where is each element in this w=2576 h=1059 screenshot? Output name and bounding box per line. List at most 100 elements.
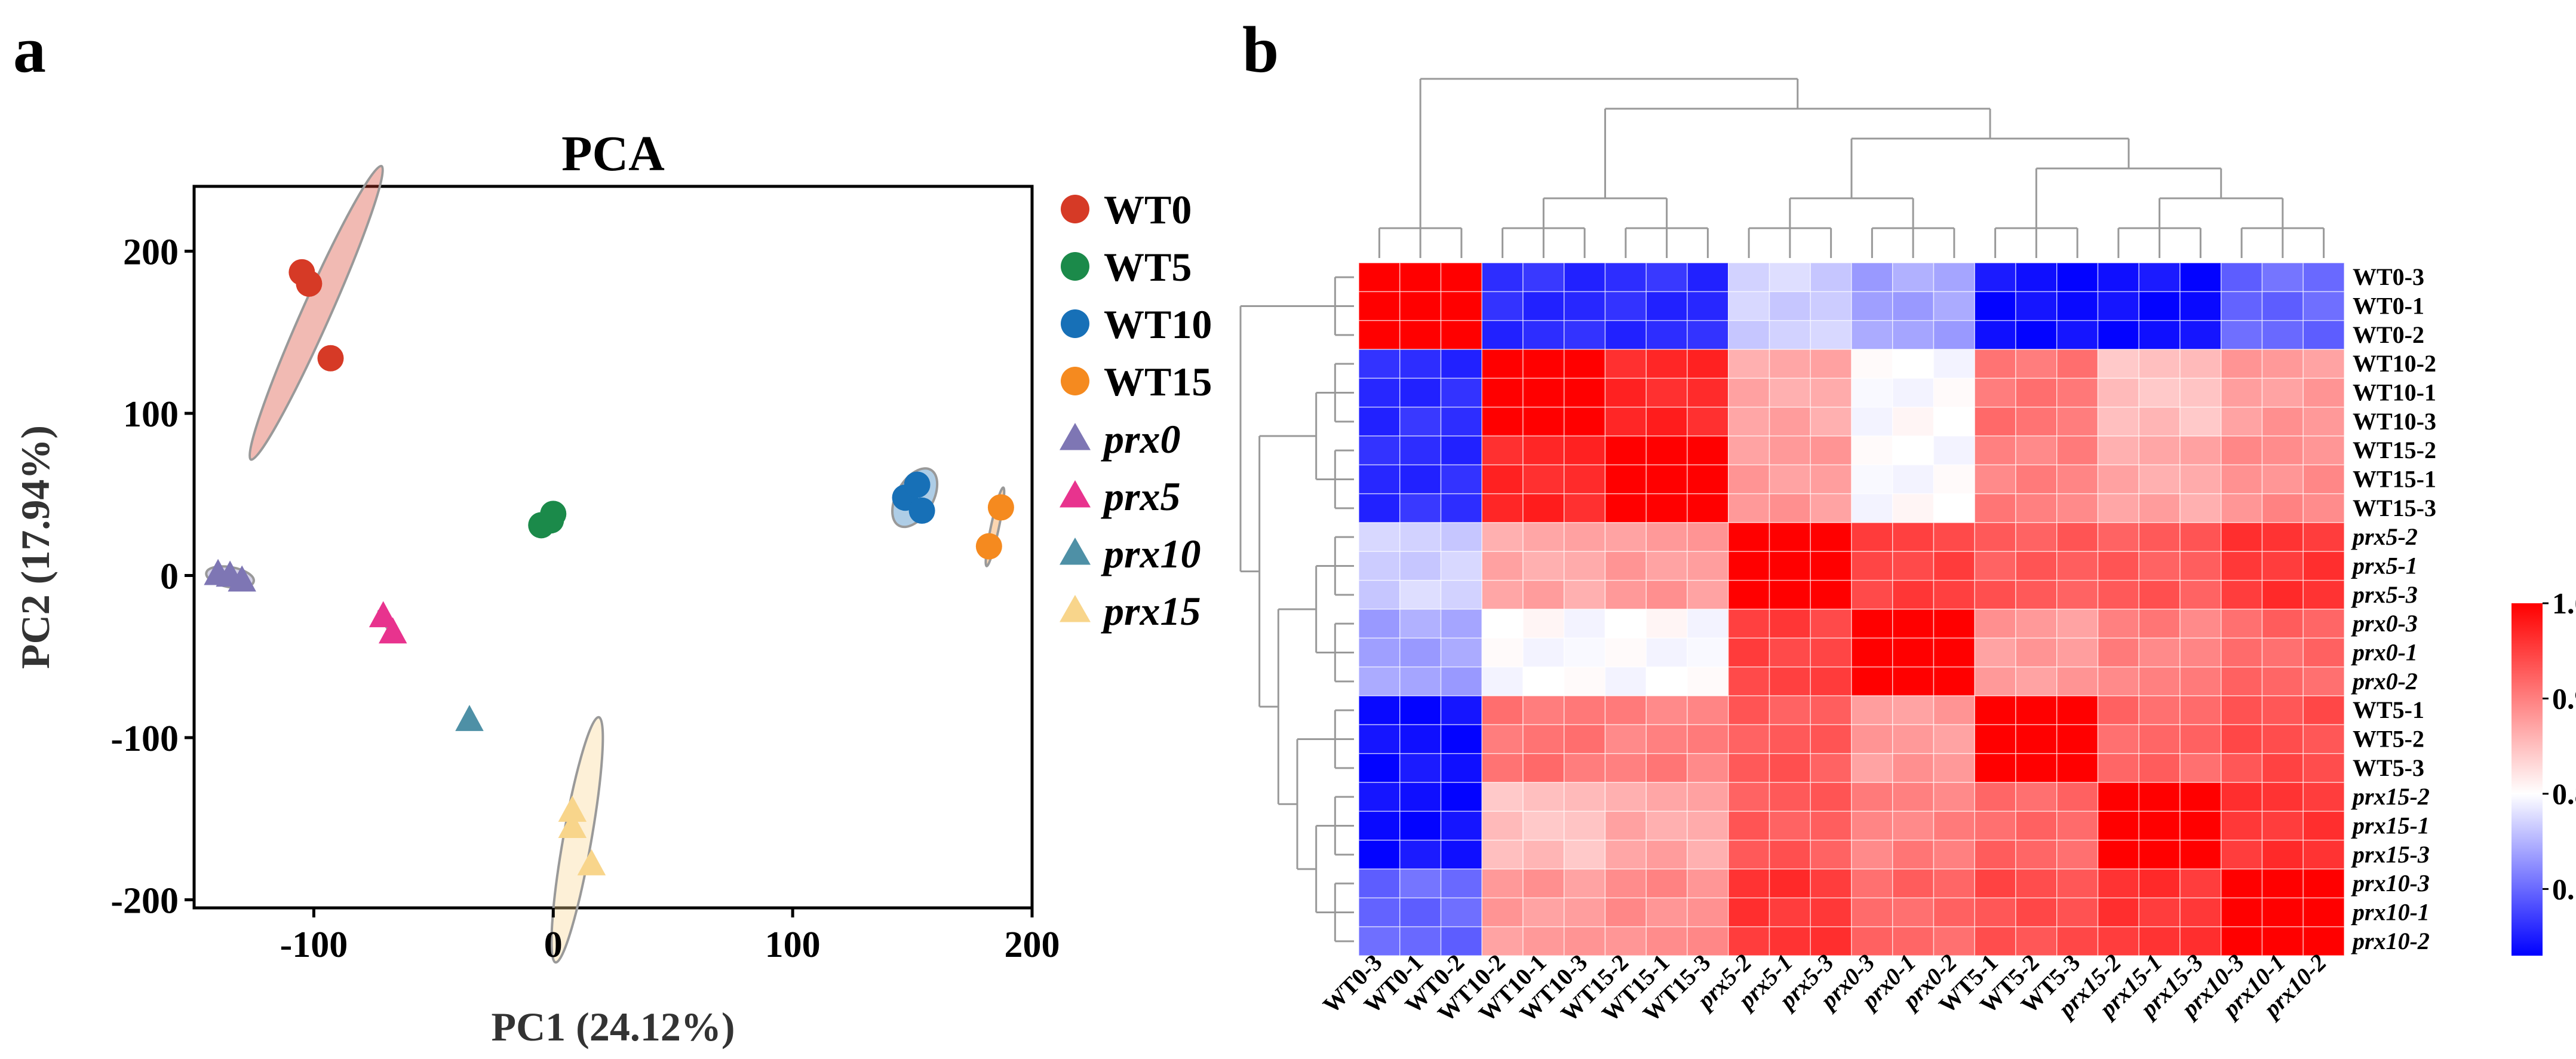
heatmap-cell	[1933, 320, 1975, 350]
heatmap-cell	[1728, 522, 1770, 552]
heatmap-cell	[1933, 839, 1975, 870]
heatmap-cell	[1768, 435, 1811, 466]
heatmap-cell	[1851, 291, 1893, 321]
heatmap-cell	[1564, 349, 1606, 379]
pca-plot-frame	[192, 185, 1034, 910]
heatmap-cell	[2097, 579, 2139, 610]
heatmap-cell	[2302, 377, 2345, 408]
heatmap-cell	[2221, 551, 2263, 581]
heatmap-cell	[1768, 464, 1811, 495]
heatmap-cell	[1399, 695, 1442, 726]
heatmap-cell	[2056, 811, 2099, 841]
pca-points	[204, 259, 1014, 876]
heatmap-cell	[1974, 493, 2016, 523]
heatmap-cell	[1810, 579, 1852, 610]
heatmap-cell	[1810, 666, 1852, 696]
heatmap-cell	[2015, 666, 2058, 696]
heatmap-cell	[1933, 406, 1975, 437]
heatmap-cell	[1399, 320, 1442, 350]
heatmap-cell	[2221, 349, 2263, 379]
heatmap-cell	[1604, 724, 1647, 754]
heatmap-row-label: prx5-2	[2351, 523, 2418, 550]
heatmap-cell	[2097, 868, 2139, 899]
heatmap-cell	[1974, 724, 2016, 754]
heatmap-cell	[1933, 551, 1975, 581]
heatmap-cell	[2097, 377, 2139, 408]
heatmap-cell	[2261, 637, 2304, 668]
heatmap-cell	[2179, 926, 2222, 956]
heatmap-cell	[1604, 868, 1647, 899]
heatmap-cell	[2221, 811, 2263, 841]
heatmap-cell	[1645, 320, 1688, 350]
heatmap-cell	[1687, 262, 1729, 293]
heatmap-cell	[2056, 897, 2099, 928]
heatmap-cell	[2097, 753, 2139, 783]
pca-x-axis-title: PC1 (24.12%)	[492, 1004, 735, 1049]
heatmap-cell	[1645, 666, 1688, 696]
heatmap-cell	[2138, 320, 2181, 350]
heatmap-cell	[2221, 406, 2263, 437]
heatmap-cell	[1399, 926, 1442, 956]
heatmap-cell	[2221, 609, 2263, 639]
heatmap-cell	[1522, 724, 1565, 754]
heatmap-cell	[1892, 320, 1935, 350]
heatmap-cell	[2138, 349, 2181, 379]
heatmap-cell	[1933, 493, 1975, 523]
heatmap-cell	[2221, 320, 2263, 350]
heatmap-cell	[1440, 522, 1482, 552]
heatmap-cell	[1564, 320, 1606, 350]
heatmap-cell	[1933, 782, 1975, 812]
heatmap-cell	[1687, 291, 1729, 321]
heatmap-cell	[1481, 435, 1524, 466]
heatmap-cell	[1604, 695, 1647, 726]
heatmap-cell	[1440, 897, 1482, 928]
heatmap-cell	[2015, 291, 2058, 321]
heatmap-cell	[1481, 839, 1524, 870]
pca-legend: WT0 WT5 WT10 WT15 prx0 prx5 prx10 prx15	[1060, 187, 1212, 634]
point-prx10	[455, 705, 484, 731]
heatmap-cell	[1687, 839, 1729, 870]
heatmap-cell	[2221, 666, 2263, 696]
legend-item-prx0: prx0	[1060, 416, 1180, 462]
heatmap-cell	[1645, 811, 1688, 841]
heatmap-cell	[1399, 637, 1442, 668]
heatmap-cell	[1481, 406, 1524, 437]
heatmap-cell	[1522, 926, 1565, 956]
heatmap-row-label: WT0-2	[2353, 321, 2424, 348]
heatmap-cell	[1851, 522, 1893, 552]
heatmap-cell	[1933, 349, 1975, 379]
heatmap-cell	[2056, 724, 2099, 754]
heatmap-cell	[2179, 868, 2222, 899]
pca-title: PCA	[561, 126, 665, 182]
heatmap-cell	[1728, 464, 1770, 495]
heatmap-cell	[1892, 493, 1935, 523]
heatmap-cell	[1440, 493, 1482, 523]
heatmap-cell	[2138, 551, 2181, 581]
heatmap-cell	[2221, 493, 2263, 523]
heatmap-cell	[1851, 435, 1893, 466]
legend-label: WT5	[1104, 244, 1192, 290]
heatmap-cell	[1481, 666, 1524, 696]
heatmap-cell	[1810, 493, 1852, 523]
legend-label: prx15	[1101, 588, 1201, 634]
heatmap-cell	[2138, 435, 2181, 466]
heatmap-cell	[1851, 320, 1893, 350]
heatmap-cell	[1810, 753, 1852, 783]
heatmap-cell	[1564, 897, 1606, 928]
heatmap-cell	[1933, 695, 1975, 726]
heatmap-cell	[1399, 609, 1442, 639]
heatmap-cell	[1768, 666, 1811, 696]
pca-x-tick-label: 100	[765, 925, 821, 965]
heatmap-cell	[1440, 464, 1482, 495]
heatmap-cell	[1728, 609, 1770, 639]
heatmap-cell	[1481, 349, 1524, 379]
heatmap-row-label: prx15-1	[2351, 812, 2430, 839]
heatmap-cell	[1933, 753, 1975, 783]
heatmap-cell	[1810, 868, 1852, 899]
heatmap-cell	[2302, 435, 2345, 466]
heatmap-cell	[2015, 551, 2058, 581]
heatmap-cell	[2261, 753, 2304, 783]
heatmap-cell	[1687, 753, 1729, 783]
heatmap-cell	[1481, 637, 1524, 668]
heatmap-cell	[1604, 522, 1647, 552]
